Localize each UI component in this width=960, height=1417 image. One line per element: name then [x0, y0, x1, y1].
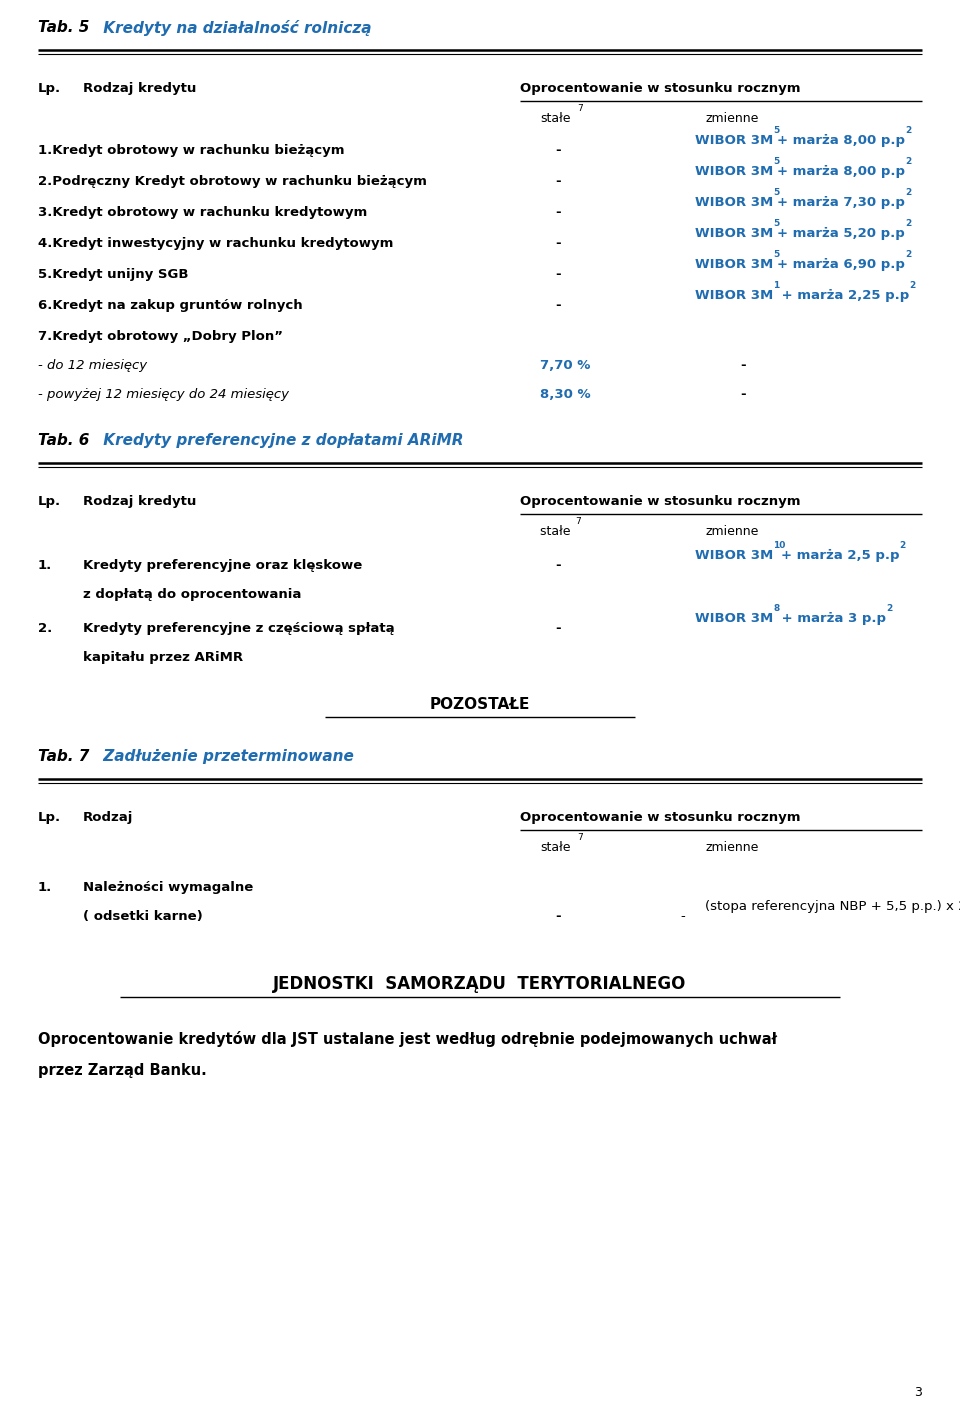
Text: 7.Kredyt obrotowy „Dobry Plon”: 7.Kredyt obrotowy „Dobry Plon” — [38, 330, 283, 343]
Text: 8,30 %: 8,30 % — [540, 388, 590, 401]
Text: WIBOR 3M: WIBOR 3M — [695, 258, 773, 271]
Text: przez Zarząd Banku.: przez Zarząd Banku. — [38, 1063, 206, 1078]
Text: Kredyty preferencyjne oraz klęskowe: Kredyty preferencyjne oraz klęskowe — [83, 558, 362, 572]
Text: 2.: 2. — [38, 622, 52, 635]
Text: 1: 1 — [773, 281, 780, 289]
Text: 2: 2 — [909, 281, 916, 289]
Text: Lp.: Lp. — [38, 495, 61, 509]
Text: WIBOR 3M: WIBOR 3M — [695, 289, 773, 302]
Text: -: - — [555, 622, 561, 635]
Text: z dopłatą do oprocentowania: z dopłatą do oprocentowania — [83, 588, 301, 601]
Text: -: - — [680, 910, 684, 922]
Text: Oprocentowanie w stosunku rocznym: Oprocentowanie w stosunku rocznym — [520, 82, 801, 95]
Text: + marża 7,30 p.p: + marża 7,30 p.p — [778, 196, 905, 208]
Text: - do 12 miesięcy: - do 12 miesięcy — [38, 359, 147, 373]
Text: 2: 2 — [905, 218, 911, 228]
Text: WIBOR 3M: WIBOR 3M — [695, 164, 773, 179]
Text: zmienne: zmienne — [705, 112, 758, 125]
Text: kapitału przez ARiMR: kapitału przez ARiMR — [83, 650, 243, 665]
Text: 7: 7 — [577, 103, 583, 113]
Text: -: - — [555, 237, 561, 249]
Text: WIBOR 3M: WIBOR 3M — [695, 548, 773, 563]
Text: Tab. 6: Tab. 6 — [38, 434, 89, 448]
Text: Należności wymagalne: Należności wymagalne — [83, 881, 253, 894]
Text: Rodzaj kredytu: Rodzaj kredytu — [83, 495, 197, 509]
Text: Lp.: Lp. — [38, 811, 61, 825]
Text: -: - — [555, 268, 561, 281]
Text: 5: 5 — [773, 157, 780, 166]
Text: WIBOR 3M: WIBOR 3M — [695, 227, 773, 239]
Text: Rodzaj: Rodzaj — [83, 811, 133, 825]
Text: Kredyty preferencyjne z dopłatami ARiMR: Kredyty preferencyjne z dopłatami ARiMR — [98, 434, 464, 448]
Text: -: - — [555, 558, 561, 572]
Text: 5: 5 — [773, 187, 780, 197]
Text: WIBOR 3M: WIBOR 3M — [695, 135, 773, 147]
Text: 5.Kredyt unijny SGB: 5.Kredyt unijny SGB — [38, 268, 188, 281]
Text: + marża 8,00 p.p: + marża 8,00 p.p — [778, 135, 905, 147]
Text: Kredyty preferencyjne z częściową spłatą: Kredyty preferencyjne z częściową spłatą — [83, 622, 395, 635]
Text: + marża 6,90 p.p: + marża 6,90 p.p — [778, 258, 905, 271]
Text: Kredyty na działalność rolniczą: Kredyty na działalność rolniczą — [98, 20, 372, 35]
Text: 2: 2 — [905, 126, 911, 135]
Text: 2.Podręczny Kredyt obrotowy w rachunku bieżącym: 2.Podręczny Kredyt obrotowy w rachunku b… — [38, 176, 427, 188]
Text: WIBOR 3M: WIBOR 3M — [695, 612, 773, 625]
Text: Tab. 7: Tab. 7 — [38, 750, 89, 764]
Text: ( odsetki karne): ( odsetki karne) — [83, 910, 203, 922]
Text: 3.Kredyt obrotowy w rachunku kredytowym: 3.Kredyt obrotowy w rachunku kredytowym — [38, 205, 368, 220]
Text: Oprocentowanie kredytów dla JST ustalane jest według odrębnie podejmowanych uchw: Oprocentowanie kredytów dla JST ustalane… — [38, 1032, 777, 1047]
Text: 5: 5 — [773, 249, 780, 258]
Text: zmienne: zmienne — [705, 526, 758, 538]
Text: + marża 5,20 p.p: + marża 5,20 p.p — [778, 227, 905, 239]
Text: 7: 7 — [577, 833, 583, 842]
Text: stałe: stałe — [540, 842, 570, 854]
Text: 2: 2 — [900, 541, 906, 550]
Text: 5: 5 — [773, 218, 780, 228]
Text: Lp.: Lp. — [38, 82, 61, 95]
Text: -: - — [740, 359, 746, 373]
Text: 6.Kredyt na zakup gruntów rolnych: 6.Kredyt na zakup gruntów rolnych — [38, 299, 302, 312]
Text: + marża 2,5 p.p: + marża 2,5 p.p — [781, 548, 900, 563]
Text: 1.Kredyt obrotowy w rachunku bieżącym: 1.Kredyt obrotowy w rachunku bieżącym — [38, 145, 345, 157]
Text: 1.: 1. — [38, 558, 52, 572]
Text: 5: 5 — [773, 126, 780, 135]
Text: - powyżej 12 miesięcy do 24 miesięcy: - powyżej 12 miesięcy do 24 miesięcy — [38, 388, 289, 401]
Text: -: - — [555, 176, 561, 188]
Text: 2: 2 — [905, 249, 911, 258]
Text: 7,70 %: 7,70 % — [540, 359, 590, 373]
Text: 8: 8 — [773, 604, 780, 612]
Text: 10: 10 — [773, 541, 785, 550]
Text: stałe: stałe — [540, 526, 574, 538]
Text: 2: 2 — [905, 157, 911, 166]
Text: -: - — [555, 145, 561, 157]
Text: 1.: 1. — [38, 881, 52, 894]
Text: Oprocentowanie w stosunku rocznym: Oprocentowanie w stosunku rocznym — [520, 811, 801, 825]
Text: 2: 2 — [886, 604, 893, 612]
Text: zmienne: zmienne — [705, 842, 758, 854]
Text: -: - — [555, 299, 561, 312]
Text: -: - — [740, 388, 746, 401]
Text: -: - — [555, 205, 561, 220]
Text: + marża 2,25 p.p: + marża 2,25 p.p — [778, 289, 909, 302]
Text: 2: 2 — [905, 187, 911, 197]
Text: POZOSTAŁE: POZOSTAŁE — [430, 697, 530, 711]
Text: + marża 8,00 p.p: + marża 8,00 p.p — [778, 164, 905, 179]
Text: (stopa referencyjna NBP + 5,5 p.p.) x 2: (stopa referencyjna NBP + 5,5 p.p.) x 2 — [705, 900, 960, 913]
Text: Tab. 5: Tab. 5 — [38, 20, 89, 35]
Text: Oprocentowanie w stosunku rocznym: Oprocentowanie w stosunku rocznym — [520, 495, 801, 509]
Text: + marża 3 p.p: + marża 3 p.p — [778, 612, 886, 625]
Text: stałe: stałe — [540, 112, 570, 125]
Text: Zadłużenie przeterminowane: Zadłużenie przeterminowane — [98, 750, 354, 764]
Text: 7: 7 — [575, 517, 581, 526]
Text: JEDNOSTKI  SAMORZĄDU  TERYTORIALNEGO: JEDNOSTKI SAMORZĄDU TERYTORIALNEGO — [274, 975, 686, 993]
Text: 3: 3 — [914, 1386, 922, 1399]
Text: 4.Kredyt inwestycyjny w rachunku kredytowym: 4.Kredyt inwestycyjny w rachunku kredyto… — [38, 237, 394, 249]
Text: -: - — [555, 910, 561, 922]
Text: Rodzaj kredytu: Rodzaj kredytu — [83, 82, 197, 95]
Text: WIBOR 3M: WIBOR 3M — [695, 196, 773, 208]
